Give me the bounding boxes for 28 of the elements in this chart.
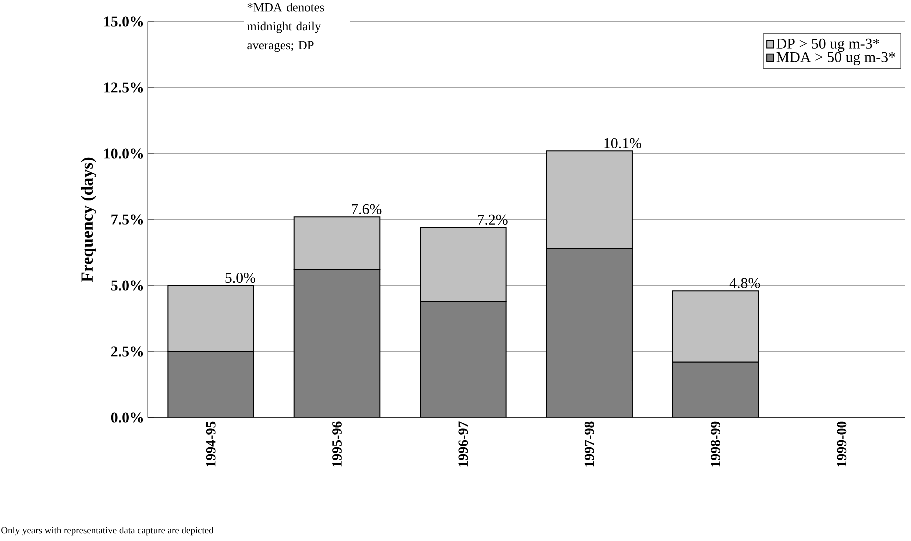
- y-tick-label: 7.5%: [112, 214, 144, 225]
- total-label: 7.2%: [478, 214, 508, 226]
- bar: [168, 351, 254, 418]
- y-tick-label: 5.0%: [111, 280, 144, 291]
- x-tick-label: 1995-96: [332, 422, 342, 467]
- y-tick-label: 10.0%: [104, 148, 144, 159]
- x-tick-label: 1998-99: [711, 422, 720, 467]
- total-label: 5.0%: [226, 273, 256, 284]
- bar: [672, 362, 760, 418]
- x-tick-label: 1994-95: [206, 422, 216, 467]
- legend-label: DP > 50 ug m-3*: [776, 38, 880, 52]
- x-tick-label: 1999-00: [837, 422, 847, 467]
- y-tick-label: 12.5%: [104, 82, 144, 93]
- bar: [420, 301, 507, 418]
- x-tick-label: 1997-98: [584, 422, 594, 467]
- total-label: 4.8%: [730, 278, 760, 288]
- y-tick-label: 15.0%: [104, 16, 144, 27]
- legend-label: MDA > 50 ug m-3*: [776, 52, 896, 66]
- text: Only years with representative data capture are depicted: [2, 527, 214, 536]
- bar: [294, 270, 381, 418]
- total-label: 7.6%: [352, 204, 382, 215]
- annotation: *MDA denotes midnight daily averages; DP: [247, 3, 324, 52]
- y-tick-label: 2.5%: [111, 346, 144, 357]
- x-tick-label: 1996-97: [458, 422, 468, 467]
- bar: [546, 248, 633, 418]
- y-tick-label: 0.0%: [111, 412, 144, 423]
- total-label: 10.1%: [604, 138, 642, 149]
- y-axis-title: Frequency (days): [81, 158, 97, 282]
